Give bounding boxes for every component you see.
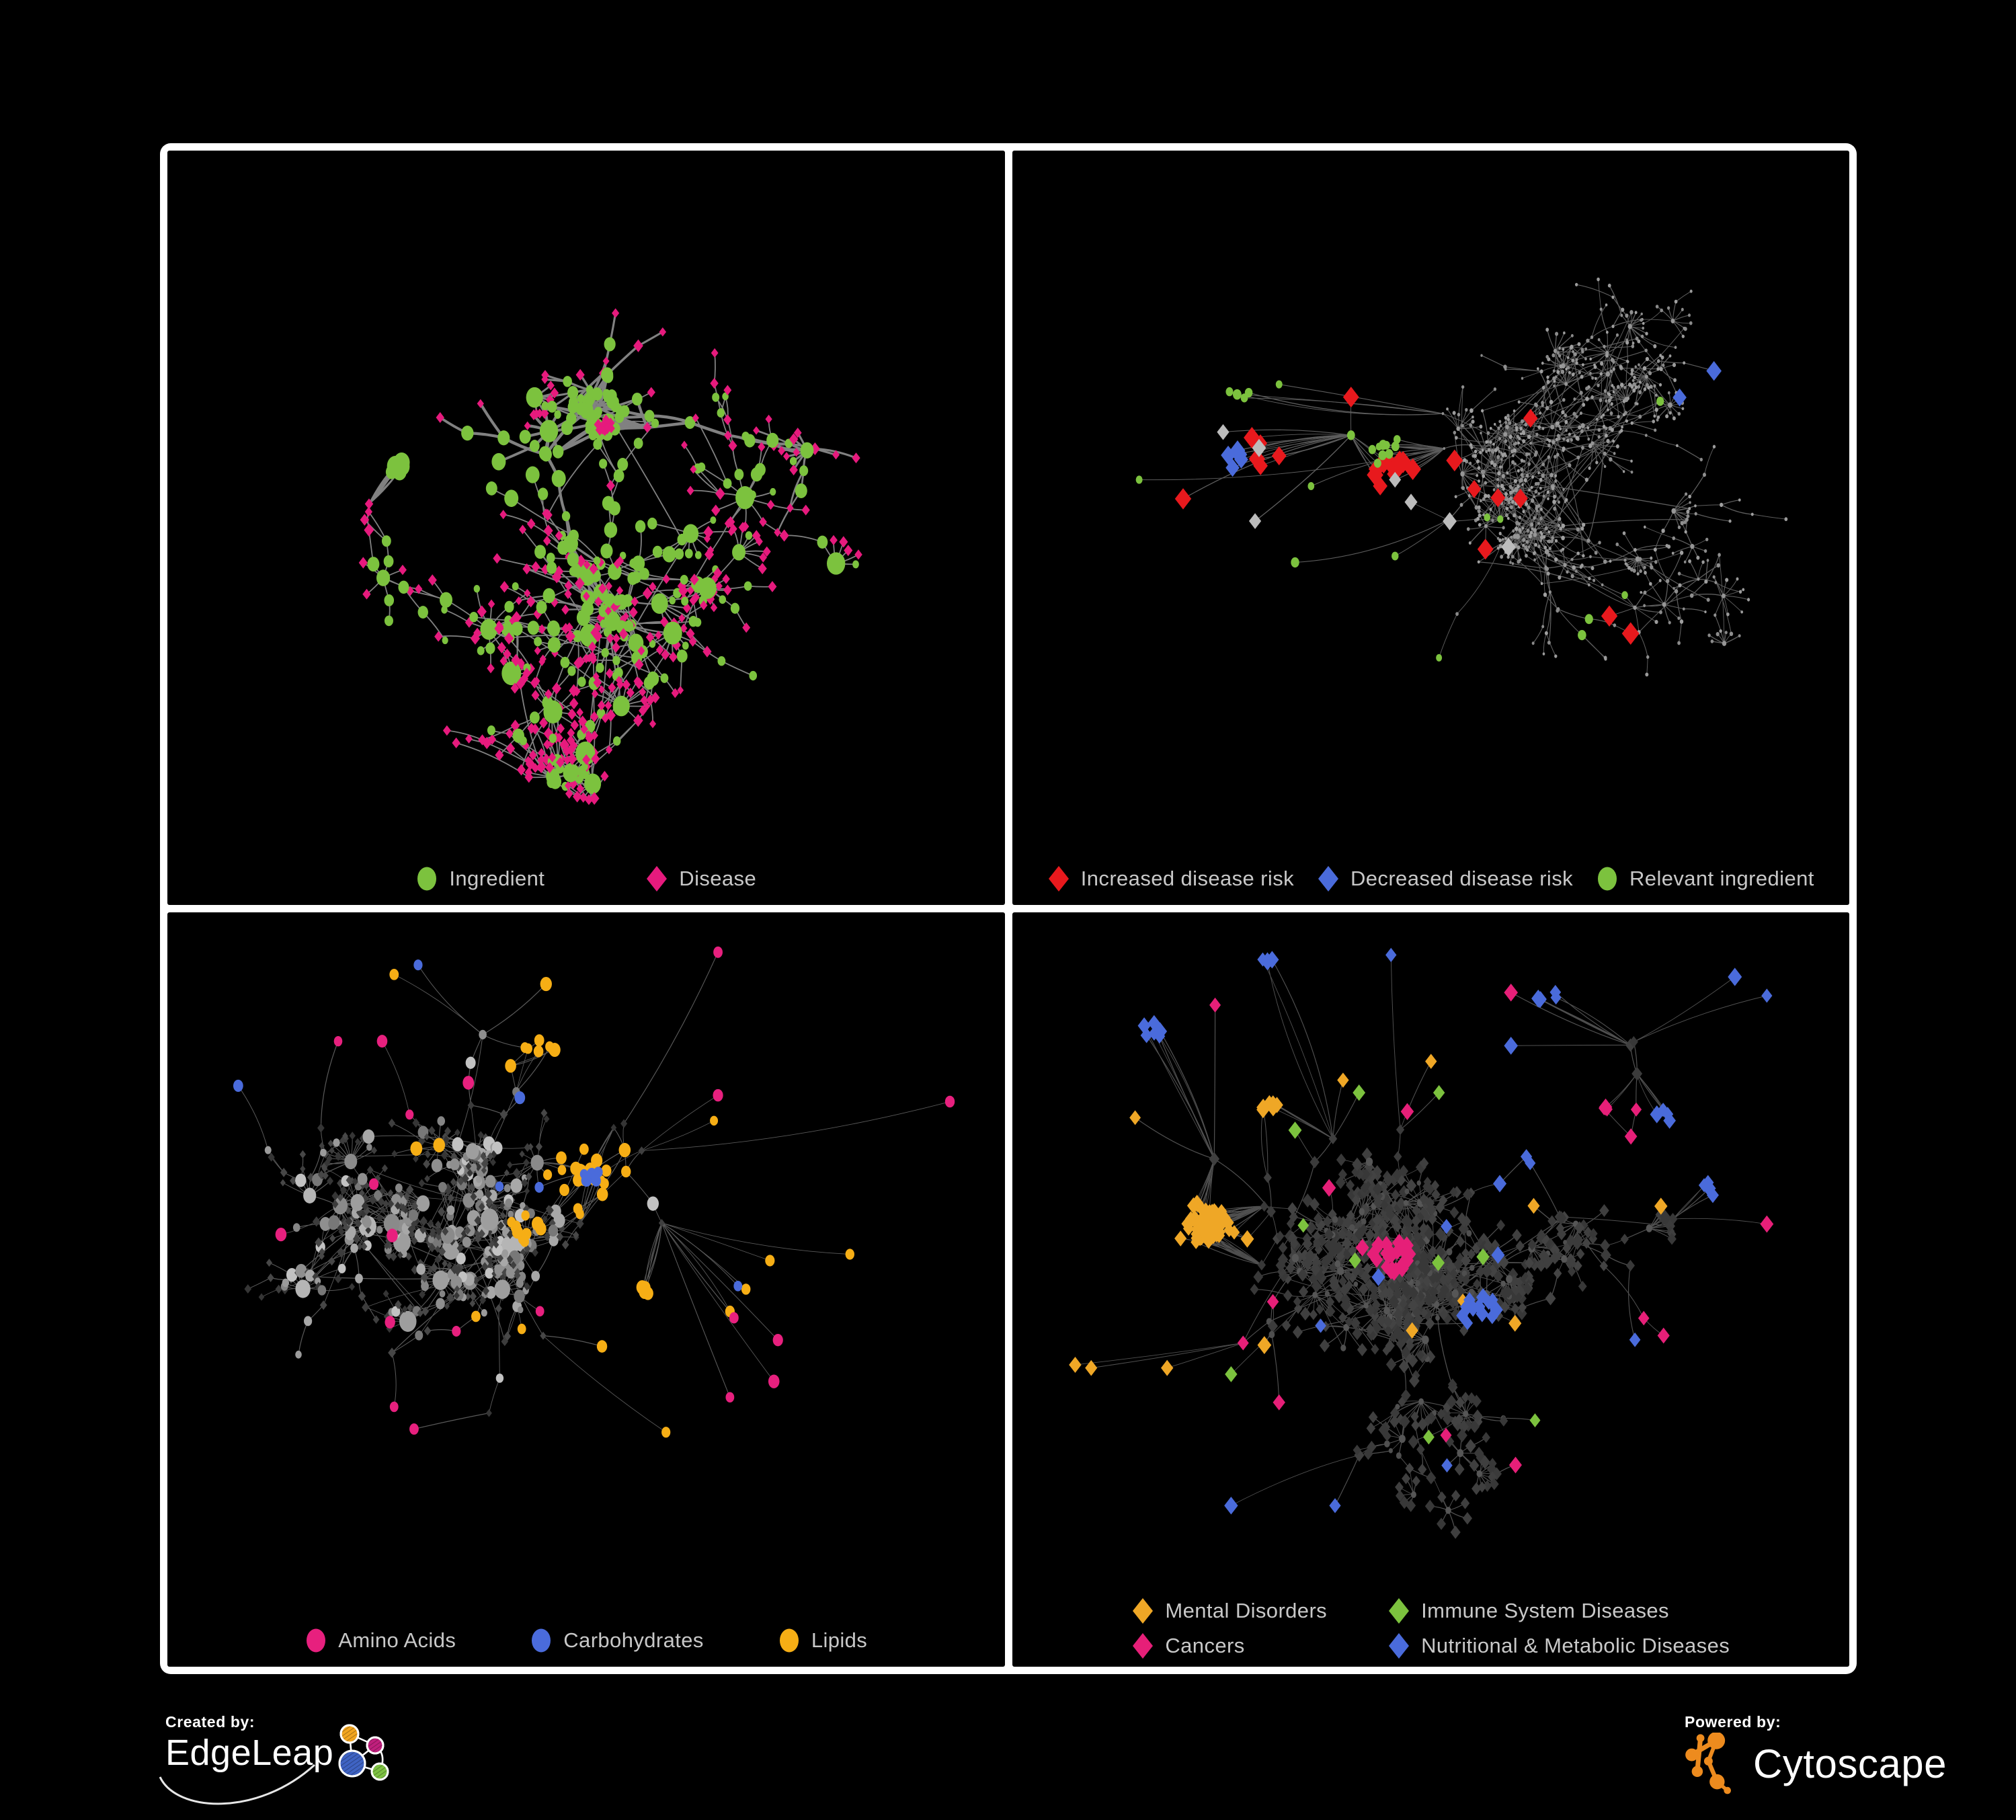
network-edges [1139,279,1786,675]
legend-ingredient-disease: Ingredient Disease [167,865,1005,893]
legend-marker-diamond [1318,866,1338,892]
panel-ingredient-disease: Ingredient Disease [167,151,1005,905]
legend-item: Decreased disease risk [1317,865,1573,893]
edgeleap-credit: Created by: EdgeLeap [159,1713,406,1805]
network-nodes [244,1029,666,1417]
network-highlight-nodes [385,370,687,571]
legend-label: Relevant ingredient [1629,867,1814,890]
legend-marker-circle [779,1628,799,1653]
network-nodes [1208,1035,1678,1539]
legend-marker-circle [307,1628,326,1653]
legend-label: Mental Disorders [1165,1599,1328,1622]
legend-label: Immune System Diseases [1421,1599,1669,1622]
legend-label: Nutritional & Metabolic Diseases [1421,1634,1730,1657]
legend-marker-circle [1598,867,1617,891]
legend-label: Amino Acids [338,1628,456,1652]
legend-marker-diamond [1133,1633,1154,1659]
legend-item: Cancers [1131,1632,1327,1660]
legend-label: Decreased disease risk [1350,867,1574,890]
legend-item: Disease [645,865,756,893]
edgeleap-logo-icon [338,1724,389,1781]
legend-item: Relevant ingredient [1596,865,1814,893]
cytoscape-credit: Powered by: Cytoscape [1685,1713,1947,1794]
cytoscape-wordmark: Cytoscape [1753,1741,1947,1786]
legend-item: Lipids [778,1626,867,1655]
legend-disease-categories: Mental Disorders Cancers Immune System Dis… [1012,1597,1850,1660]
created-by-label: Created by: [165,1713,255,1731]
legend-disease-risk: Increased disease risk Decreased disease … [1012,865,1850,893]
panel-grid: Ingredient Disease Increased disease risk… [160,143,1857,1674]
legend-label: Increased disease risk [1080,867,1294,890]
legend-label: Disease [679,867,757,890]
legend-item: Increased disease risk [1047,865,1294,893]
disease-categories-network [1068,947,1773,1539]
powered-by-label: Powered by: [1685,1713,1781,1731]
legend-label: Ingredient [449,867,545,890]
network-highlight-nodes [233,946,955,1438]
panel-disease-categories: Mental Disorders Cancers Immune System Dis… [1012,912,1850,1667]
legend-marker-diamond [1133,1598,1154,1624]
panel-disease-risk: Increased disease risk Decreased disease … [1012,151,1850,905]
legend-marker-diamond [1389,1598,1410,1624]
legend-item: Carbohydrates [530,1626,704,1655]
legend-label: Carbohydrates [563,1628,704,1652]
legend-marker-diamond [1389,1633,1410,1659]
network-nodes [358,308,862,805]
cytoscape-logo-icon [1685,1733,1731,1794]
legend-item: Immune System Diseases [1387,1597,1730,1625]
ingredient-disease-network [358,308,862,805]
legend-label: Cancers [1165,1634,1245,1657]
network-nodes [1441,277,1787,677]
legend-label: Lipids [811,1628,868,1652]
legend-marker-circle [532,1628,551,1653]
legend-nutrient-classes: Amino Acids Carbohydrates Lipids [167,1626,1005,1655]
legend-item: Mental Disorders [1131,1597,1327,1625]
legend-marker-circle [417,867,437,891]
nutrient-classes-network [233,946,955,1438]
panel-nutrient-classes: Amino Acids Carbohydrates Lipids [167,912,1005,1667]
legend-item: Nutritional & Metabolic Diseases [1387,1632,1730,1660]
disease-risk-network [1135,277,1787,677]
legend-marker-diamond [1048,866,1069,892]
legend-item: Amino Acids [305,1626,456,1655]
edgeleap-wordmark: EdgeLeap [165,1733,334,1773]
legend-marker-diamond [647,866,668,892]
legend-item: Ingredient [415,865,545,893]
